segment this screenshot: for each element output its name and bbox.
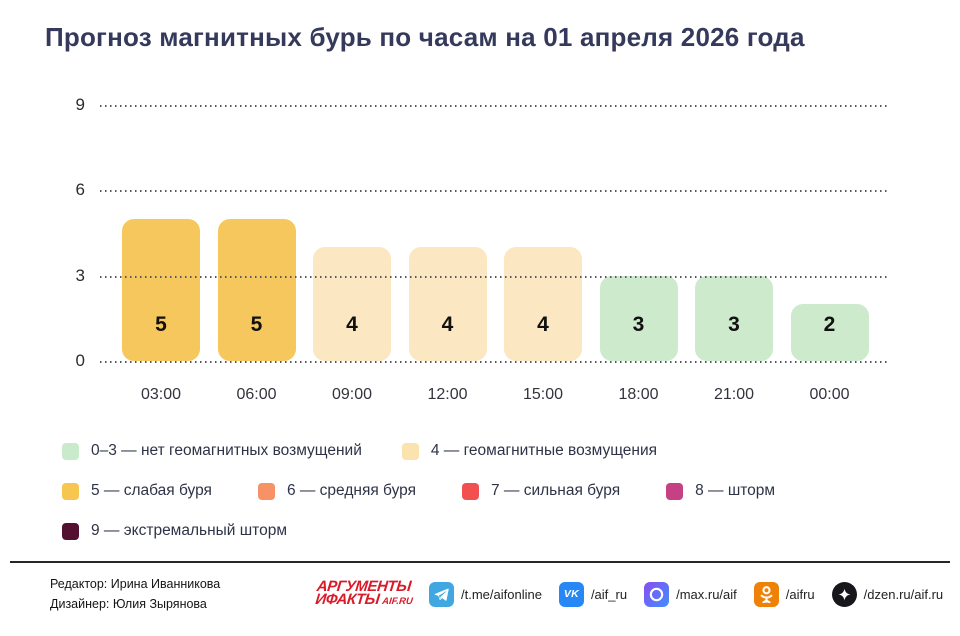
legend-swatch <box>62 482 79 500</box>
aif-logo-line2: ИФАКТЫ <box>314 591 381 608</box>
legend-label: 4 — геомагнитные возмущения <box>430 442 658 459</box>
social-handle: /aif_ru <box>590 586 628 602</box>
legend-swatch <box>666 482 684 500</box>
x-axis-tick: 06:00 <box>236 386 277 403</box>
bar-12:00: 4 <box>408 247 487 361</box>
social-links: /t.me/aifonline VK/aif_ru/max.ru/aif/aifr… <box>429 581 943 607</box>
credits-block: Редактор: Ирина Иванникова Дизайнер: Юли… <box>50 574 220 614</box>
ok-icon <box>753 581 779 607</box>
social-handle: /dzen.ru/aif.ru <box>863 586 944 602</box>
legend-label: 6 — средняя буря <box>286 482 416 499</box>
legend-swatch <box>401 442 419 460</box>
bar-value-label: 4 <box>537 312 549 336</box>
y-axis-tick: 0 <box>75 351 85 370</box>
legend-row: 9 — экстремальный шторм <box>62 522 775 540</box>
bar-value-label: 3 <box>728 312 740 336</box>
x-axis-tick: 00:00 <box>809 386 850 403</box>
aif-logo: АРГУМЕНТЫ ИФАКТЫ AIF.RU <box>314 578 416 608</box>
bar-value-label: 5 <box>250 312 263 336</box>
x-axis-tick: 09:00 <box>331 386 373 403</box>
bar-value-label: 4 <box>441 312 454 336</box>
gridline-y9 <box>100 105 890 107</box>
gridline-y6 <box>100 190 890 193</box>
social-handle: /t.me/aifonline <box>461 586 542 602</box>
x-axis-tick: 12:00 <box>427 386 468 403</box>
x-axis-tick: 21:00 <box>713 386 755 403</box>
legend-item: 6 — средняя буря <box>257 482 416 500</box>
bar-03:00: 5 <box>122 218 200 361</box>
bar-06:00: 5 <box>217 218 296 361</box>
legend-row: 0–3 — нет геомагнитных возмущений 4 — гео… <box>62 442 775 460</box>
page-title: Прогноз магнитных бурь по часам на 01 ап… <box>45 22 805 52</box>
legend-label: 8 — шторм <box>695 482 776 499</box>
legend-item: 5 — слабая буря <box>62 482 212 500</box>
max-icon <box>644 581 670 607</box>
legend-item: 7 — сильная буря <box>462 482 620 500</box>
chart-legend: 0–3 — нет геомагнитных возмущений 4 — гео… <box>62 442 775 540</box>
social-handle: /aifru <box>785 586 815 602</box>
social-link-vk[interactable]: VK/aif_ru <box>558 581 628 607</box>
legend-item: 4 — геомагнитные возмущения <box>401 442 658 460</box>
legend-swatch <box>462 482 479 500</box>
x-axis-tick: 15:00 <box>522 386 564 403</box>
legend-label: 9 — экстремальный шторм <box>91 522 288 539</box>
footer-divider <box>10 561 950 563</box>
bar-18:00: 3 <box>599 275 678 361</box>
vk-icon: VK <box>558 581 584 607</box>
telegram-icon <box>429 581 454 607</box>
bar-00:00: 2 <box>790 304 869 361</box>
gridline-y0 <box>100 361 890 363</box>
y-axis-tick: 9 <box>75 95 85 114</box>
bar-value-label: 4 <box>346 312 358 336</box>
bar-value-label: 2 <box>823 312 836 336</box>
social-link-dzen[interactable]: /dzen.ru/aif.ru <box>831 581 944 607</box>
legend-item: 9 — экстремальный шторм <box>62 522 287 540</box>
bar-09:00: 4 <box>313 247 391 361</box>
bar-value-label: 5 <box>155 312 167 336</box>
editor-credit: Редактор: Ирина Иванникова <box>50 577 221 591</box>
x-axis-tick: 03:00 <box>140 386 182 403</box>
bar-21:00: 3 <box>695 275 773 361</box>
legend-row: 5 — слабая буря 6 — средняя буря 7 — сильн… <box>62 482 775 500</box>
legend-label: 5 — слабая буря <box>91 482 212 499</box>
legend-label: 7 — сильная буря <box>491 482 621 499</box>
aif-logo-suffix: AIF.RU <box>381 596 414 607</box>
legend-swatch <box>62 442 79 460</box>
legend-item: 0–3 — нет геомагнитных возмущений <box>62 442 362 460</box>
social-link-telegram[interactable]: /t.me/aifonline <box>429 581 542 607</box>
designer-credit: Дизайнер: Юлия Зырянова <box>50 597 207 611</box>
x-axis-tick: 18:00 <box>618 386 659 403</box>
legend-swatch <box>62 522 79 540</box>
social-link-ok[interactable]: /aifru <box>753 581 815 607</box>
bar-chart: 0 3 6 9 5 03:00 5 06:00 4 09:00 4 12:00 4 15:00 3 18:00… <box>75 95 890 403</box>
gridline-y3 <box>100 275 890 278</box>
legend-label: 0–3 — нет геомагнитных возмущений <box>91 442 362 459</box>
dzen-icon <box>831 581 857 607</box>
social-link-max[interactable]: /max.ru/aif <box>644 581 737 607</box>
bar-15:00: 4 <box>504 247 582 361</box>
social-handle: /max.ru/aif <box>676 586 737 602</box>
legend-item: 8 — шторм <box>666 482 775 500</box>
y-axis-tick: 3 <box>75 265 85 285</box>
legend-swatch <box>257 482 275 500</box>
bar-value-label: 3 <box>632 312 645 336</box>
y-axis-tick: 6 <box>75 180 85 200</box>
